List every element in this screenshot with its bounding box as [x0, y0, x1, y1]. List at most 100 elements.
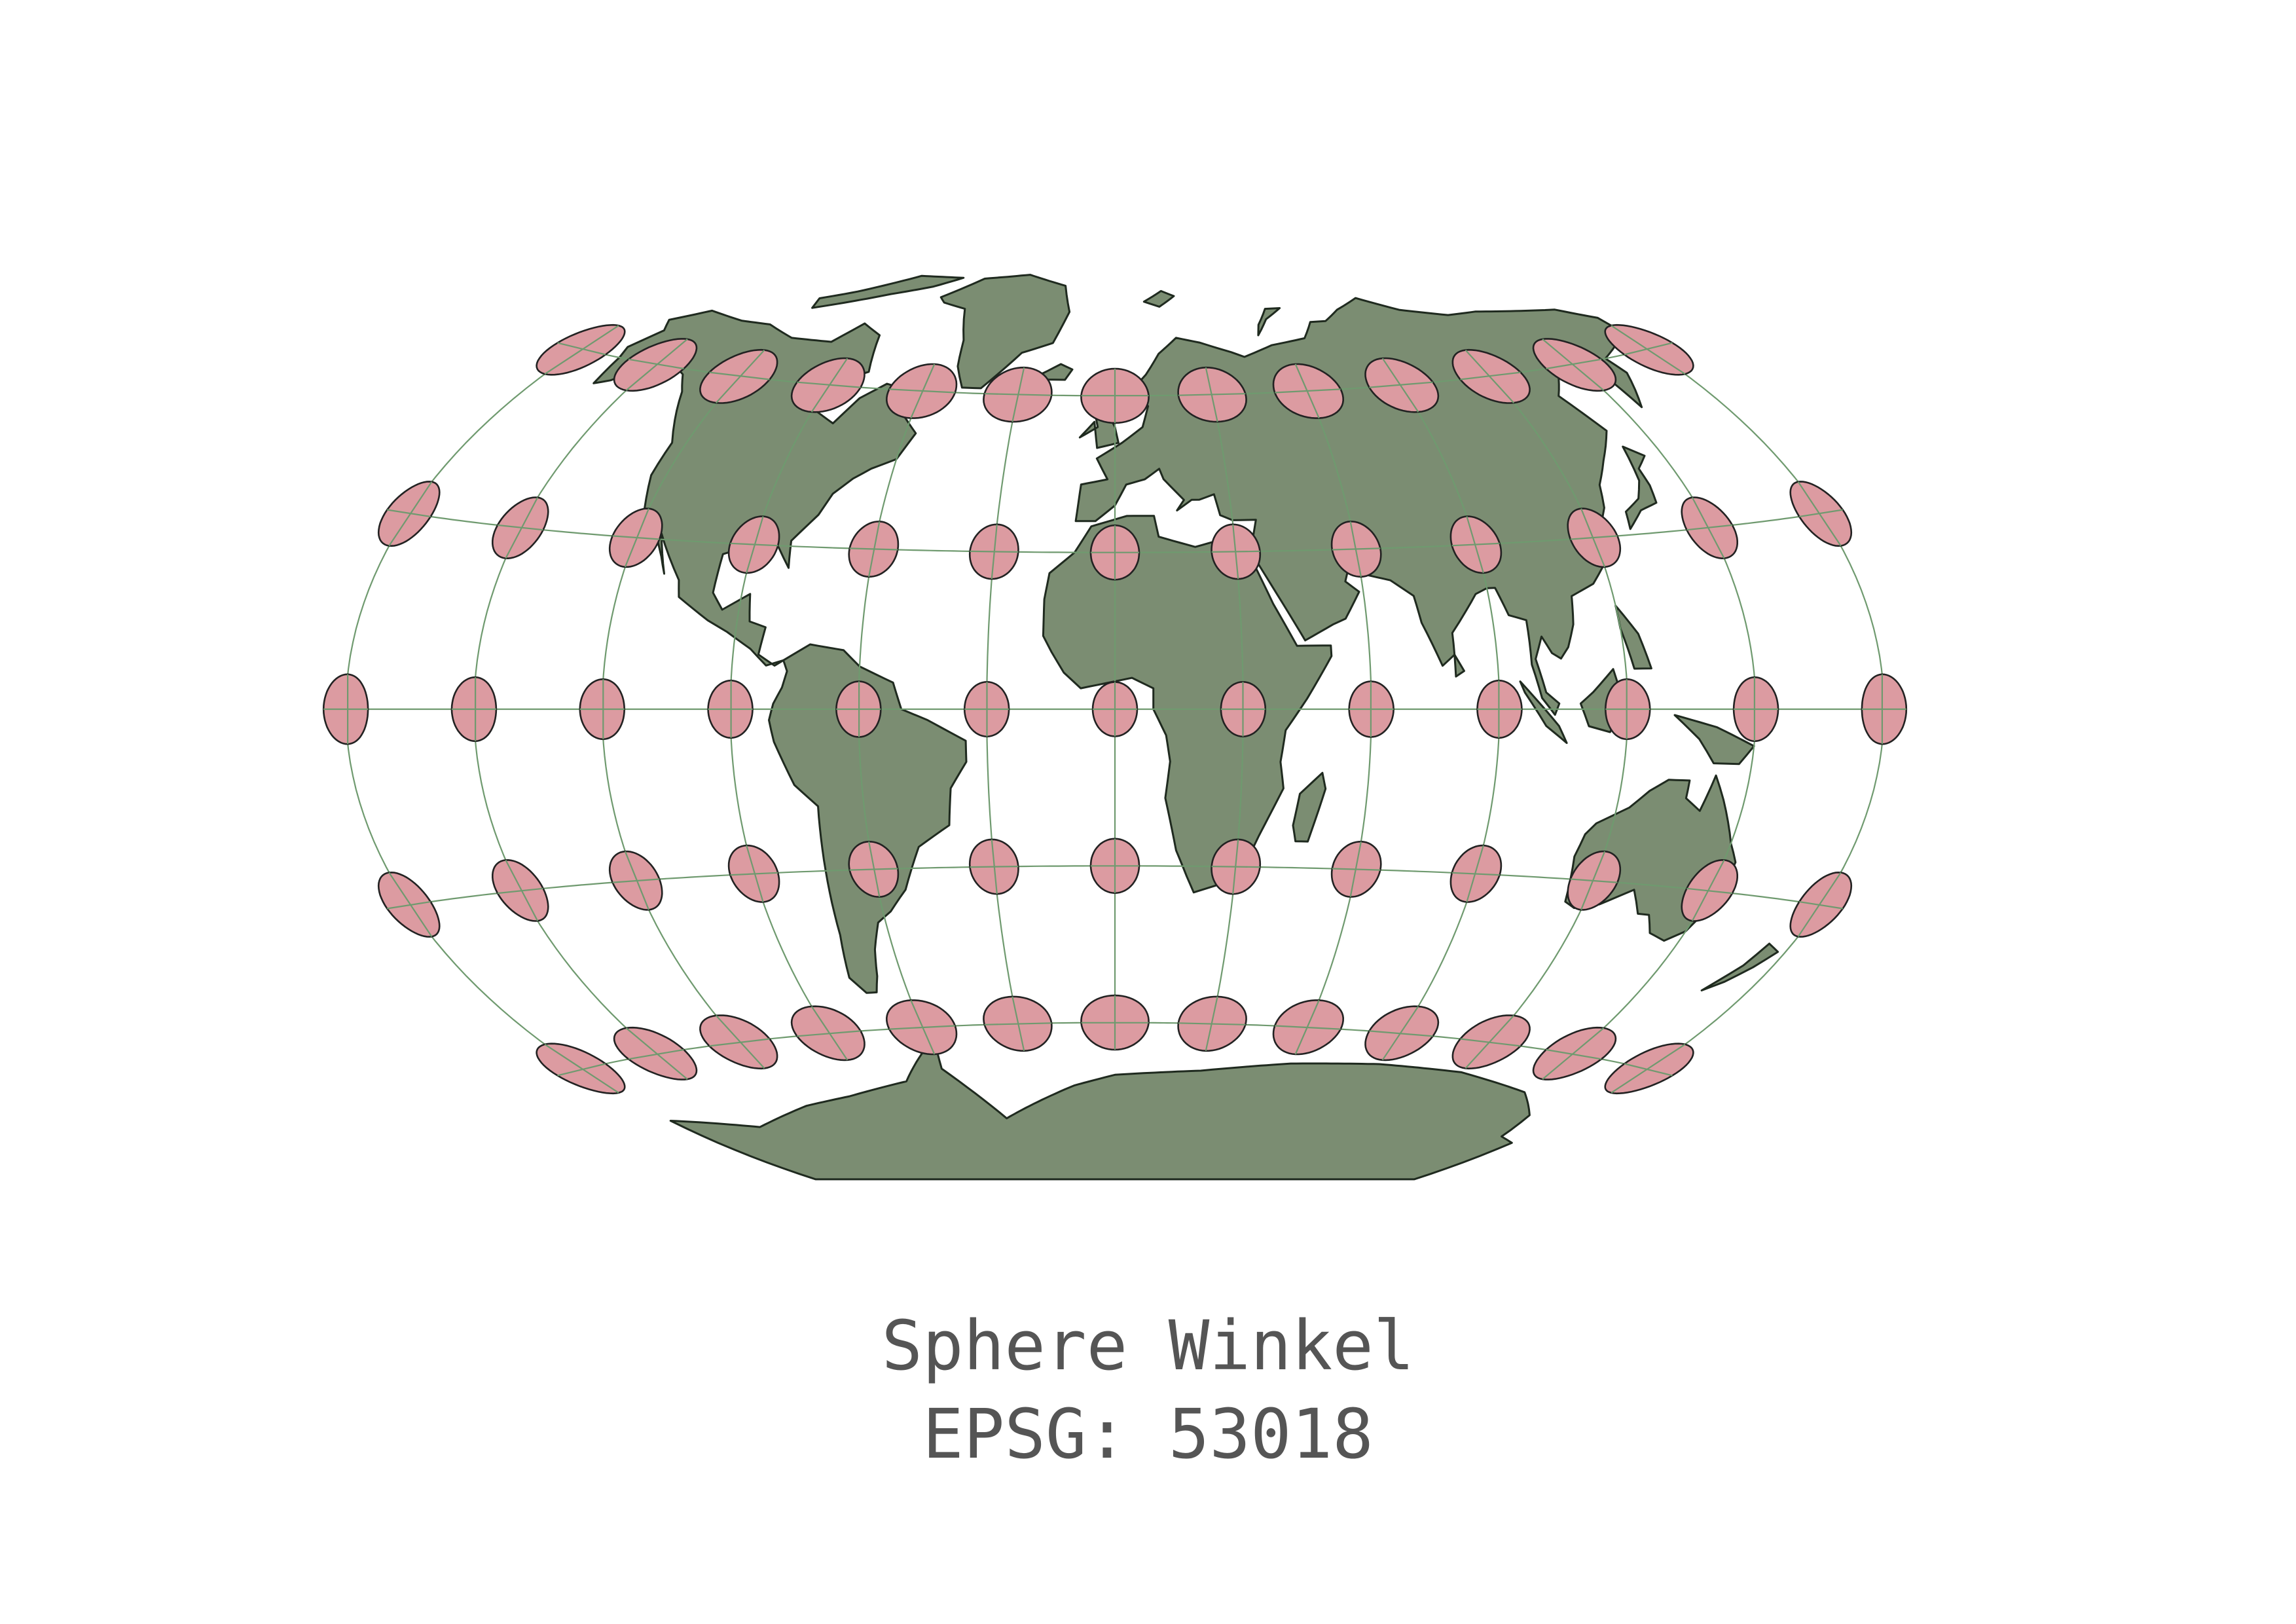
tissot-indicatrix [1272, 999, 1345, 1056]
indicatrix-axis [991, 524, 998, 580]
sri-lanka [1453, 654, 1465, 678]
indicatrix-axis [1546, 1048, 1602, 1060]
indicatrix-axis [1369, 1030, 1433, 1037]
tissot-indicatrix [613, 1026, 698, 1080]
tissot-indicatrix [727, 844, 780, 903]
greenland [939, 274, 1071, 390]
tissot-indicatrix [1451, 348, 1531, 404]
tissot-indicatrix [536, 1043, 626, 1095]
svalbard [1142, 289, 1175, 308]
indicatrix-axis [1542, 339, 1605, 391]
indicatrix-axis [1624, 1063, 1673, 1077]
indicatrix-axis [544, 325, 619, 375]
tissot-indicatrix [983, 366, 1053, 423]
indicatrix-ellipse [613, 1026, 698, 1080]
tissot-indicatrix [848, 521, 900, 578]
sumatra [1519, 680, 1568, 745]
japan [1622, 445, 1658, 530]
indicatrix-axis [1465, 349, 1515, 403]
indicatrix-axis [746, 845, 764, 902]
indicatrix-axis [730, 542, 778, 547]
indicatrix-axis [1381, 358, 1419, 413]
tissot-indicatrix [492, 496, 549, 560]
indicatrix-axis [1546, 358, 1602, 370]
indicatrix-axis [1611, 325, 1686, 375]
tissot-indicatrix [377, 871, 441, 938]
indicatrix-axis [624, 851, 649, 910]
indicatrix-axis [628, 1048, 684, 1060]
tissot-indicatrix [1211, 838, 1262, 895]
indicatrix-axis [715, 1015, 765, 1069]
tissot-indicatrix [1681, 496, 1738, 560]
tissot-indicatrix [885, 363, 958, 419]
tissot-indicatrix [1348, 680, 1394, 738]
tissot-indicatrix [1604, 678, 1651, 741]
tissot-indicatrix [1080, 994, 1150, 1051]
indicatrix-axis [1580, 508, 1606, 568]
tissot-indicatrix [1732, 676, 1779, 743]
tissot-indicatrix [790, 1005, 866, 1061]
indicatrix-axis [1205, 996, 1218, 1052]
indicatrix-axis [1294, 999, 1320, 1055]
tissot-indicatrix [1177, 366, 1247, 423]
tissot-indicatrix [1681, 858, 1738, 922]
indicatrix-axis [910, 999, 936, 1055]
iceland [1040, 363, 1074, 381]
indicatrix-axis [1381, 1006, 1419, 1061]
indicatrix-axis [811, 1006, 848, 1061]
tissot-indicatrix [450, 676, 498, 743]
indicatrix-axis [1205, 367, 1218, 422]
tissot-indicatrix [492, 858, 549, 922]
tissot-indicatrix [608, 507, 663, 568]
tissot-indicatrix [1177, 995, 1247, 1052]
indicatrix-axis [1349, 521, 1362, 578]
tissot-indicatrix [983, 995, 1053, 1052]
indicatrix-axis [730, 872, 778, 876]
indicatrix-axis [625, 339, 688, 391]
indicatrix-axis [715, 349, 765, 403]
indicatrix-axis [1799, 509, 1843, 517]
tissot-indicatrix [1451, 1014, 1531, 1070]
indicatrix-axis [1232, 524, 1239, 580]
tissot-indicatrix [1449, 515, 1503, 574]
arctic-islands [811, 274, 965, 309]
tissot-indicatrix [322, 673, 369, 745]
indicatrix-axis [1466, 845, 1484, 902]
indicatrix-axis [497, 524, 543, 531]
tissot-indicatrix [1089, 524, 1140, 581]
indicatrix-axis [612, 878, 660, 883]
tissot-indicatrix [1272, 363, 1345, 419]
madagascar [1292, 771, 1327, 843]
indicatrix-axis [505, 859, 539, 921]
map-title: Sphere Winkel [881, 1306, 1415, 1386]
novaya-zemlya [1257, 307, 1281, 337]
indicatrix-axis [1451, 872, 1500, 876]
tissot-indicatrix [1861, 673, 1908, 745]
indicatrix-axis [624, 508, 649, 568]
tissot-indicatrix [1211, 523, 1262, 580]
tissot-indicatrix [579, 678, 626, 741]
indicatrix-axis [1611, 1043, 1686, 1094]
tissot-indicatrix [1567, 850, 1622, 911]
epsg-label: EPSG: 53018 [922, 1394, 1374, 1474]
tissot-indicatrix [1532, 1026, 1617, 1080]
tissot-indicatrix [1080, 367, 1150, 424]
tissot-indicatrix [1089, 838, 1140, 895]
indicatrix-axis [1369, 381, 1433, 388]
indicatrix-axis [1580, 851, 1606, 910]
tissot-indicatrix [1789, 481, 1853, 547]
tissot-indicatrix [790, 357, 866, 413]
indicatrix-axis [1570, 535, 1618, 540]
indicatrix-axis [628, 358, 684, 370]
indicatrix-axis [709, 371, 770, 380]
indicatrix-axis [388, 872, 433, 937]
indicatrix-axis [868, 521, 881, 578]
indicatrix-axis [505, 497, 539, 559]
indicatrix-axis [1460, 371, 1521, 380]
tissot-indicatrix [699, 348, 778, 404]
tissot-indicatrix [377, 481, 441, 547]
tissot-indicatrix [1091, 681, 1139, 737]
indicatrix-axis [797, 381, 861, 388]
